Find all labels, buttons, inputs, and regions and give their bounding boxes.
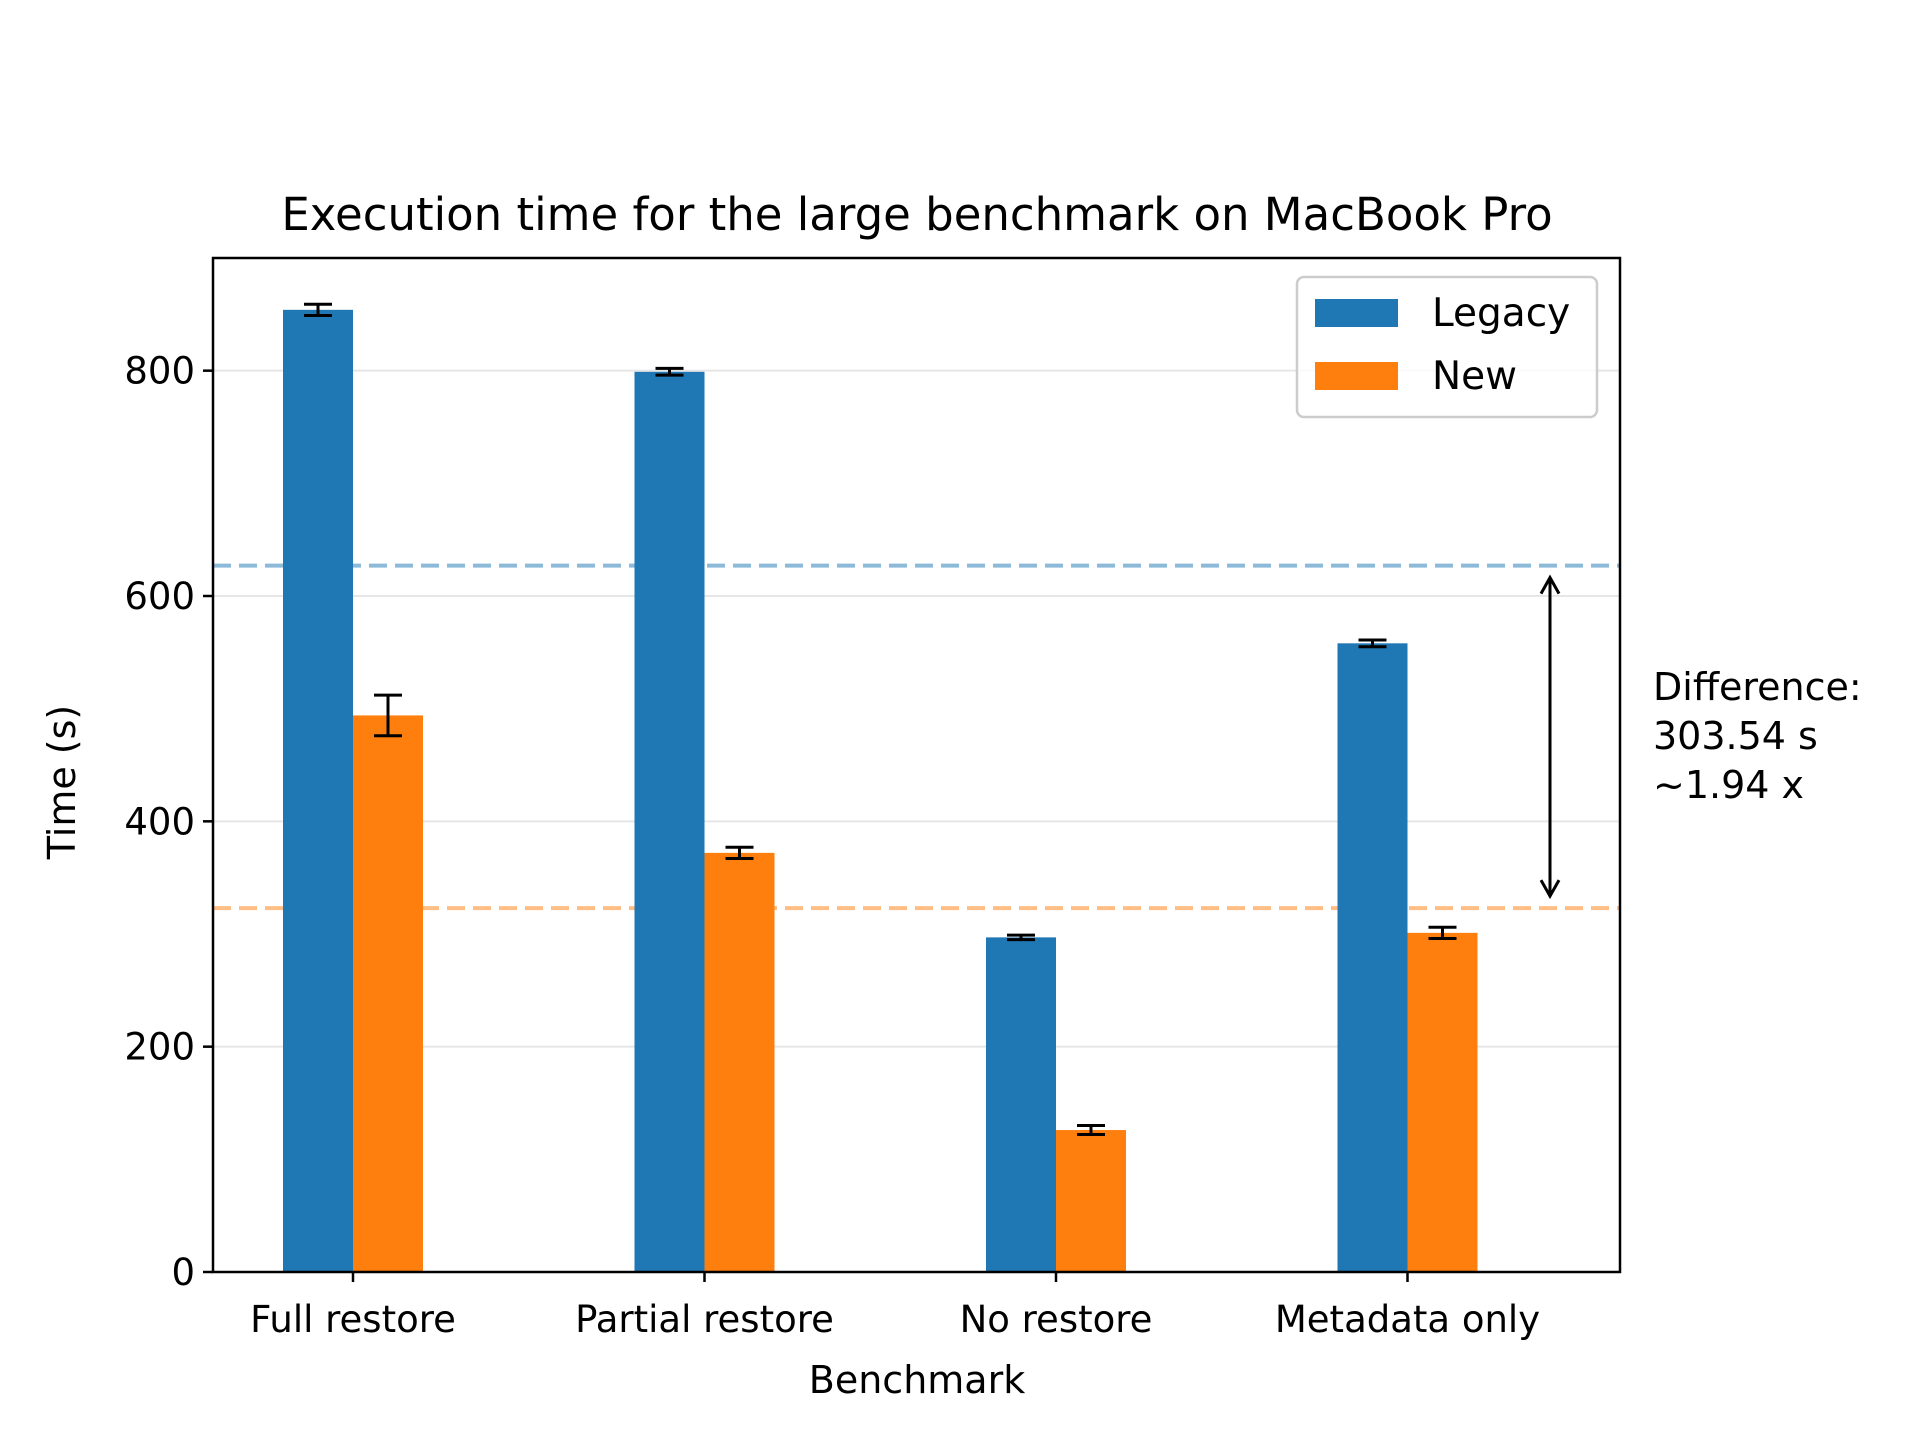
bar-legacy (283, 309, 353, 1272)
bar-new (704, 852, 775, 1272)
legend-swatch-new (1315, 362, 1398, 390)
difference-annotation-line: Difference: (1653, 665, 1862, 709)
x-tick-label: No restore (960, 1298, 1153, 1341)
y-tick-label: 400 (124, 800, 195, 843)
y-tick-label: 200 (124, 1026, 195, 1069)
difference-annotation-line: 303.54 s (1653, 714, 1818, 758)
difference-arrow-head-top (1539, 574, 1561, 595)
reference-lines (213, 563, 1620, 911)
y-axis-label: Time (s) (40, 705, 84, 861)
chart-title: Execution time for the large benchmark o… (281, 188, 1552, 241)
legend: Legacy New (1295, 275, 1599, 419)
bar-new (353, 715, 423, 1272)
legend-label-legacy: Legacy (1432, 291, 1570, 336)
difference-annotation-line: ~1.94 x (1653, 763, 1804, 807)
bar-legacy (634, 371, 705, 1272)
x-tick-label: Partial restore (575, 1298, 834, 1341)
x-axis-label: Benchmark (809, 1358, 1025, 1402)
bar-legacy (1337, 643, 1408, 1272)
error-bars (304, 302, 1457, 1137)
bar-new (1407, 932, 1478, 1272)
y-tick-label: 0 (171, 1251, 195, 1294)
difference-annotation: Difference: 303.54 s ~1.94 x (1539, 574, 1862, 900)
x-tick-label: Full restore (250, 1298, 456, 1341)
y-tick-label: 800 (124, 350, 195, 393)
y-tick-label: 600 (124, 575, 195, 618)
bar-legacy (986, 937, 1056, 1272)
x-tick-label: Metadata only (1275, 1298, 1540, 1341)
axes: 0 200 400 600 800 Full restore Partial restore… (124, 256, 1622, 1341)
bar-new (1056, 1130, 1126, 1272)
legend-swatch-legacy (1315, 299, 1398, 327)
difference-arrow-head-bottom (1539, 879, 1561, 900)
plot-frame (211, 256, 1622, 1274)
legend-label-new: New (1432, 354, 1517, 399)
bars (283, 309, 1478, 1272)
